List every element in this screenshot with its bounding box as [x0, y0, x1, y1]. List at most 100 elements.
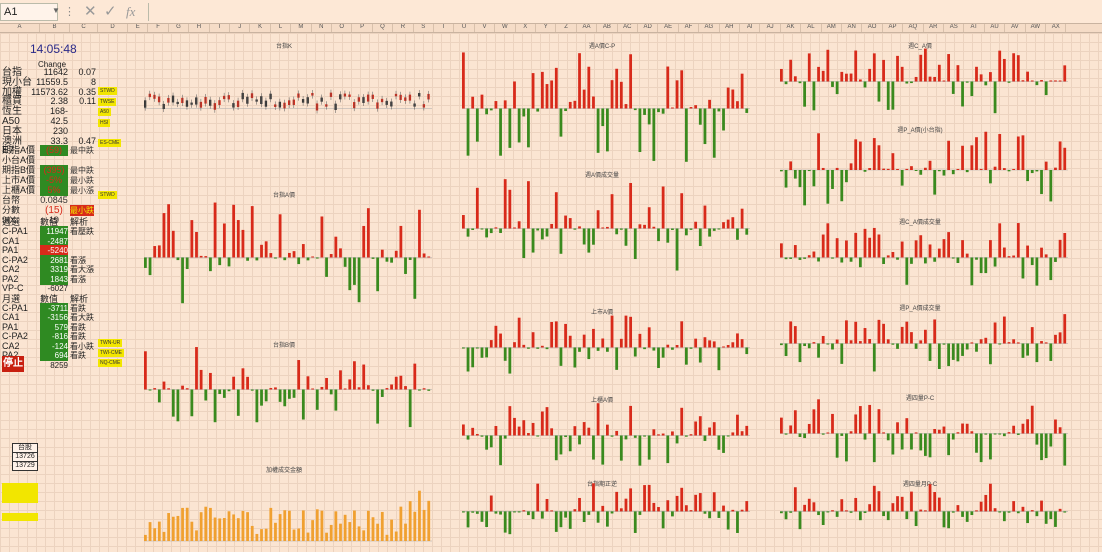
week-volume-chart[interactable]: 週A價成交量	[446, 170, 758, 300]
column-header-al[interactable]: AL	[801, 24, 822, 32]
column-header-av[interactable]: AV	[1005, 24, 1026, 32]
column-header-o[interactable]: O	[332, 24, 353, 32]
column-header-j[interactable]: J	[230, 24, 251, 32]
formula-input[interactable]	[148, 3, 1098, 21]
column-header-au[interactable]: AU	[985, 24, 1006, 32]
column-header-s[interactable]: S	[414, 24, 434, 32]
column-header-ap[interactable]: AP	[883, 24, 904, 32]
chevron-down-icon[interactable]: ▼	[52, 6, 60, 15]
value-bar	[587, 66, 591, 109]
tx-b-chart[interactable]: 台指B價	[128, 340, 440, 450]
column-header-r[interactable]: R	[393, 24, 414, 32]
column-header-z[interactable]: Z	[556, 24, 577, 32]
twse-volume-chart[interactable]: 加權成交金額	[128, 465, 440, 551]
summary-cell: 13729	[12, 461, 38, 471]
value-bar	[647, 207, 651, 229]
column-header-q[interactable]: Q	[373, 24, 394, 32]
column-header-w[interactable]: W	[495, 24, 516, 32]
column-header-e[interactable]: E	[128, 24, 149, 32]
column-header-aj[interactable]: AJ	[760, 24, 781, 32]
column-header-aw[interactable]: AW	[1026, 24, 1046, 32]
column-header-v[interactable]: V	[475, 24, 496, 32]
tx-candle-chart[interactable]: 台指K	[128, 41, 440, 191]
column-header-as[interactable]: AS	[944, 24, 965, 32]
cancel-icon[interactable]: ✕	[84, 3, 97, 20]
listed-a-chart[interactable]: 上市A價	[446, 307, 758, 397]
column-header-l[interactable]: L	[271, 24, 292, 32]
value-bar	[1030, 257, 1034, 266]
column-header-b[interactable]: B	[40, 24, 70, 32]
value-bar	[900, 433, 904, 450]
column-header-ai[interactable]: AI	[740, 24, 761, 32]
column-header-m[interactable]: M	[291, 24, 312, 32]
enter-icon[interactable]: ✓	[104, 3, 117, 20]
column-header-c[interactable]: C	[70, 24, 98, 32]
value-bar	[606, 108, 609, 152]
big-p-chart[interactable]: 週四量月P-C	[764, 479, 1076, 551]
month-p-chart[interactable]: 週P_A價(小台指)	[764, 125, 1076, 225]
column-header-u[interactable]: U	[454, 24, 475, 32]
column-header-am[interactable]: AM	[822, 24, 842, 32]
value-bar	[979, 168, 983, 170]
ratio-value: (59)	[40, 145, 68, 156]
worksheet-grid[interactable]: 14:05:48 Change 台指 11642 0.07 現小台 11559.5 8 加權 11…	[0, 33, 1102, 552]
column-header-ax[interactable]: AX	[1046, 24, 1067, 32]
value-bar	[297, 360, 301, 390]
value-bar	[812, 251, 816, 258]
column-header-t[interactable]: T	[434, 24, 455, 32]
value-bar	[531, 332, 535, 348]
column-header-a[interactable]: A	[0, 24, 40, 32]
month-p-volume-chart[interactable]: 週P_A價成交量	[764, 303, 1076, 393]
column-header-aq[interactable]: AQ	[903, 24, 924, 32]
otc-a-chart[interactable]: 上櫃A價	[446, 395, 758, 485]
value-bar	[780, 417, 783, 434]
value-bar	[905, 418, 909, 434]
column-header-g[interactable]: G	[169, 24, 190, 32]
big-c-chart[interactable]: 週四量P-C	[764, 393, 1076, 483]
column-header-af[interactable]: AF	[679, 24, 700, 32]
value-bar	[900, 326, 904, 344]
column-header-at[interactable]: AT	[964, 24, 985, 32]
ratio-name: 小台A價	[2, 155, 36, 165]
month-a-chart[interactable]: 週C_A價	[764, 41, 1076, 131]
value-bar	[970, 145, 974, 170]
column-header-ag[interactable]: AG	[699, 24, 720, 32]
value-bar	[297, 257, 301, 265]
value-bar	[845, 433, 848, 462]
column-header-ar[interactable]: AR	[924, 24, 944, 32]
value-bar	[503, 511, 507, 533]
column-header-n[interactable]: N	[312, 24, 332, 32]
stop-button[interactable]: 停止	[2, 356, 24, 372]
function-icon[interactable]: fx	[126, 4, 136, 19]
value-bar	[784, 81, 788, 85]
name-box[interactable]: A1	[0, 3, 58, 21]
column-header-ac[interactable]: AC	[618, 24, 638, 32]
column-header-ak[interactable]: AK	[781, 24, 802, 32]
column-header-x[interactable]: X	[516, 24, 536, 32]
value-bar	[1035, 257, 1039, 286]
column-header-ae[interactable]: AE	[658, 24, 679, 32]
column-header-aa[interactable]: AA	[577, 24, 598, 32]
week-cp-chart[interactable]: 週A價C-P	[446, 41, 758, 191]
value-bar	[863, 170, 867, 172]
column-header-h[interactable]: H	[189, 24, 210, 32]
column-header-y[interactable]: Y	[536, 24, 557, 32]
column-header-i[interactable]: I	[210, 24, 230, 32]
tx-spread-chart[interactable]: 台指期正逆	[446, 479, 758, 551]
column-header-p[interactable]: P	[352, 24, 373, 32]
value-bar	[264, 389, 268, 402]
column-header-ao[interactable]: AO	[862, 24, 883, 32]
value-bar	[1035, 81, 1039, 86]
column-header-k[interactable]: K	[250, 24, 271, 32]
column-header-f[interactable]: F	[148, 24, 169, 32]
column-header-ab[interactable]: AB	[597, 24, 618, 32]
value-bar	[993, 257, 997, 267]
month-c-volume-chart[interactable]: 週C_A價成交量	[764, 217, 1076, 307]
chart-plot	[780, 48, 1068, 114]
column-header-ah[interactable]: AH	[720, 24, 740, 32]
tx-a-chart[interactable]: 台指A價	[128, 190, 440, 340]
column-header-d[interactable]: D	[98, 24, 128, 32]
value-bar	[1030, 405, 1034, 434]
column-header-an[interactable]: AN	[842, 24, 863, 32]
column-header-ad[interactable]: AD	[638, 24, 659, 32]
